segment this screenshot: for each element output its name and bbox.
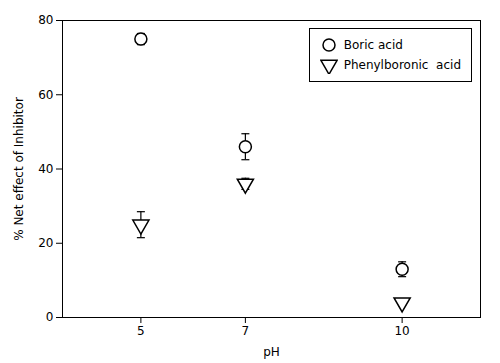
svg-text:20: 20 xyxy=(38,236,53,250)
svg-text:% Net effect of Inhibitor: % Net effect of Inhibitor xyxy=(12,97,26,241)
html-text:Phenylboronic acid: Phenylboronic acid xyxy=(343,58,461,72)
svg-text:5: 5 xyxy=(137,324,145,338)
svg-text:60: 60 xyxy=(38,88,53,102)
svg-text:10: 10 xyxy=(394,324,409,338)
html-text:Boric acid: Boric acid xyxy=(343,38,403,52)
svg-text:7: 7 xyxy=(242,324,250,338)
svg-text:0: 0 xyxy=(46,310,54,324)
svg-text:40: 40 xyxy=(38,162,53,176)
svg-text:80: 80 xyxy=(38,13,53,27)
svg-text:pH: pH xyxy=(263,345,280,359)
